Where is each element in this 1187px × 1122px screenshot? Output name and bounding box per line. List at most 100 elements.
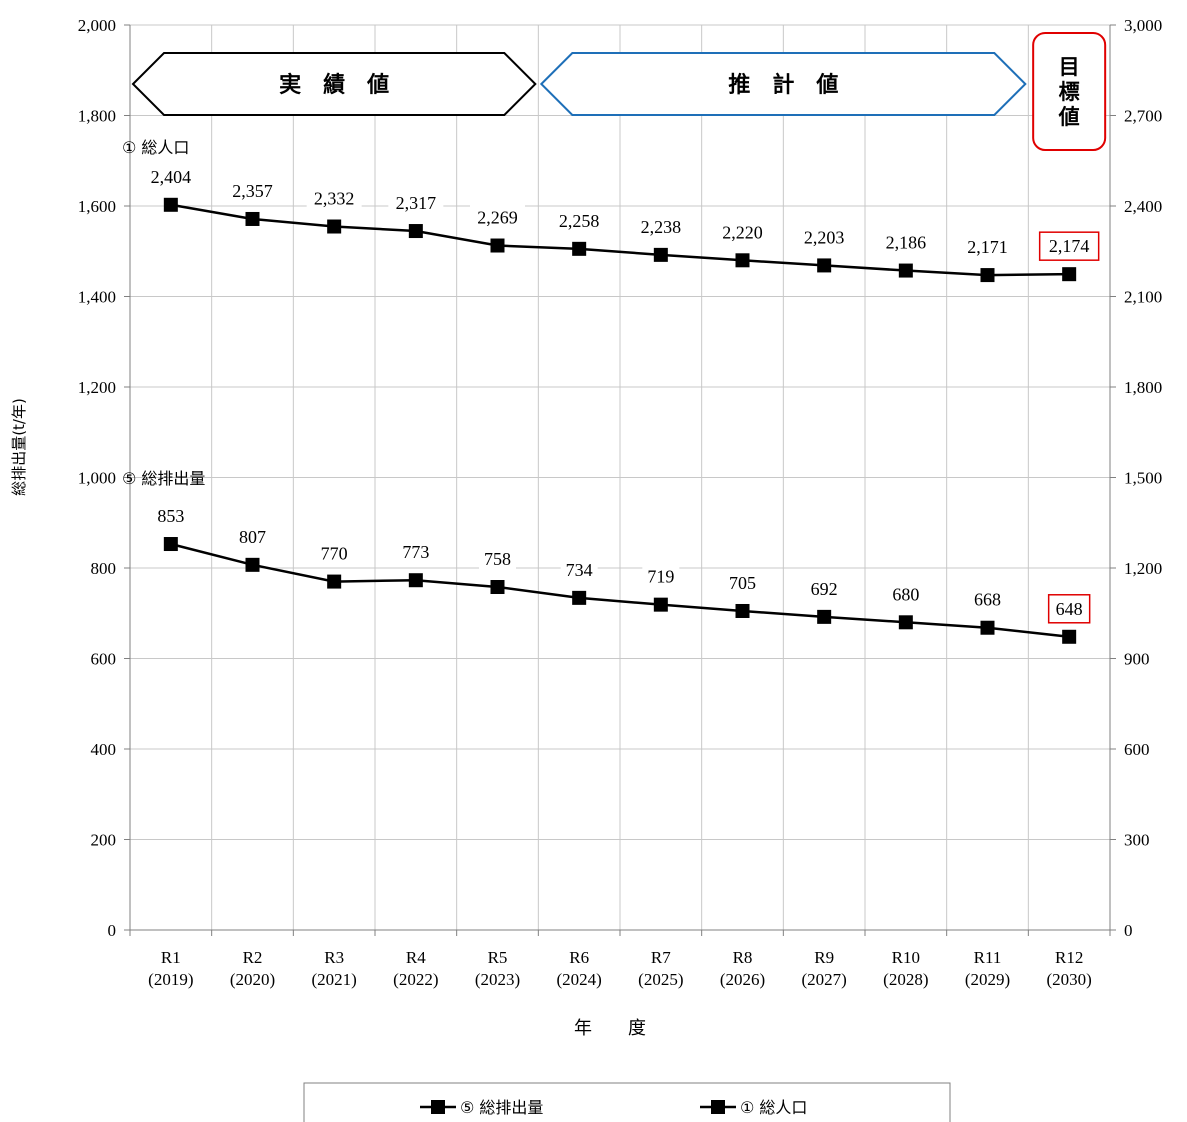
y2-tick-label: 3,000 [1124, 16, 1162, 35]
y2-tick-label: 1,800 [1124, 378, 1162, 397]
data-label: 2,186 [886, 233, 927, 253]
y-tick-label: 400 [91, 740, 117, 759]
y2-tick-label: 600 [1124, 740, 1150, 759]
data-label-bg [969, 586, 1006, 612]
x-tick-label: R12 (2030) [1047, 948, 1092, 989]
data-point [245, 211, 260, 226]
y-tick-label: 1,600 [78, 197, 116, 216]
data-point [327, 574, 342, 589]
period-banner-label: 実 績 値 [279, 72, 389, 98]
data-label: 2,357 [232, 181, 273, 201]
data-point [817, 258, 832, 273]
data-labels: ⑤ 総排出量 853 807 770 773 758 734 719 705 692 680 668 6… [122, 138, 1100, 624]
data-label-bg [805, 575, 843, 601]
data-label: 2,269 [477, 208, 518, 228]
x-tick-label: R6 (2024) [557, 948, 602, 989]
legend-box [303, 1082, 951, 1122]
data-label-bg [633, 213, 689, 239]
data-label-bg [796, 224, 852, 250]
x-tick-label: R7 (2025) [638, 948, 683, 989]
data-label-bg [479, 546, 516, 572]
legend: ⑤ 総排出量 ① 総人口 [303, 1082, 951, 1122]
y-axis-title: 総排出量(t/年) [10, 398, 28, 496]
target-value-box [1047, 594, 1091, 624]
y2-tick-label: 2,100 [1124, 288, 1162, 307]
data-label-bg [143, 163, 199, 189]
data-label-bg [225, 177, 280, 203]
data-label: 648 [1056, 599, 1083, 619]
y-tick-label: 800 [91, 559, 117, 578]
target-box-label: 目標値 [1058, 55, 1080, 129]
legend-label: ① 総人口 [740, 1098, 807, 1117]
data-point [1062, 267, 1077, 282]
data-point [653, 247, 668, 262]
data-label-bg [152, 503, 190, 529]
period-banner-label: 推 計 値 [728, 72, 838, 98]
y2-tick-label: 900 [1124, 650, 1150, 669]
y-tick-label: 1,800 [78, 107, 116, 126]
series-tag: ① 総人口 [122, 138, 189, 157]
data-label: 773 [402, 542, 429, 562]
x-tick-label: R2 (2020) [230, 948, 275, 989]
data-point [490, 580, 505, 595]
data-point [898, 263, 913, 278]
data-label: 2,220 [722, 222, 763, 242]
data-label: 668 [974, 590, 1001, 610]
data-label: 2,174 [1049, 236, 1090, 256]
data-point [408, 224, 423, 239]
data-label: 2,238 [641, 217, 682, 237]
data-label: 2,171 [967, 237, 1008, 257]
series-tag: ⑤ 総排出量 [122, 469, 205, 488]
data-label-bg [551, 207, 607, 233]
data-label-bg [315, 540, 353, 566]
y-tick-label: 2,000 [78, 16, 116, 35]
period-banner [131, 52, 537, 116]
data-point [490, 238, 505, 253]
data-label-bg [470, 204, 525, 230]
y-tick-label: 0 [108, 921, 117, 940]
data-label-bg [960, 234, 1015, 260]
y2-tick-label: 0 [1124, 921, 1133, 940]
y-tick-label: 600 [91, 650, 117, 669]
series-line-1 [170, 203, 1070, 277]
y2-tick-label: 1,500 [1124, 469, 1162, 488]
data-label-bg [560, 556, 598, 582]
period-banner [539, 52, 1027, 116]
data-point [735, 603, 750, 618]
data-point [980, 268, 995, 283]
grid [129, 24, 1111, 931]
data-label: 758 [484, 549, 511, 569]
x-tick-label: R8 (2026) [720, 948, 765, 989]
data-point [408, 573, 423, 588]
y-tick-label: 200 [91, 831, 117, 850]
data-label: 734 [566, 560, 593, 580]
x-tick-label: R9 (2027) [802, 948, 847, 989]
data-label-bg [887, 581, 925, 607]
data-label: 853 [157, 506, 184, 526]
data-point [735, 253, 750, 268]
data-label-bg [234, 523, 271, 549]
x-tick-label: R3 (2021) [312, 948, 357, 989]
data-label: 807 [239, 527, 266, 547]
data-label: 2,332 [314, 189, 355, 209]
data-label: 2,317 [396, 193, 437, 213]
data-label: 770 [321, 544, 348, 564]
data-label: 719 [647, 567, 674, 587]
x-tick-label: R5 (2023) [475, 948, 520, 989]
data-label: 692 [811, 579, 838, 599]
data-point [898, 615, 913, 630]
x-tick-label: R1 (2019) [148, 948, 193, 989]
data-label: 705 [729, 573, 756, 593]
data-label-bg [388, 190, 444, 216]
x-tick-label: R11 (2029) [965, 948, 1010, 989]
data-point [572, 590, 587, 605]
data-label: 2,203 [804, 227, 845, 247]
target-box [1032, 32, 1107, 151]
legend-marker [431, 1100, 445, 1114]
x-axis-title: 年 度 [574, 1018, 646, 1039]
data-point [327, 219, 342, 234]
legend-marker [711, 1100, 725, 1114]
legend-label: ⑤ 総排出量 [460, 1098, 543, 1117]
axes: 0 200 400 600 800 1,000 1,200 1,400 1,600 1,800 2,… [78, 16, 1163, 989]
